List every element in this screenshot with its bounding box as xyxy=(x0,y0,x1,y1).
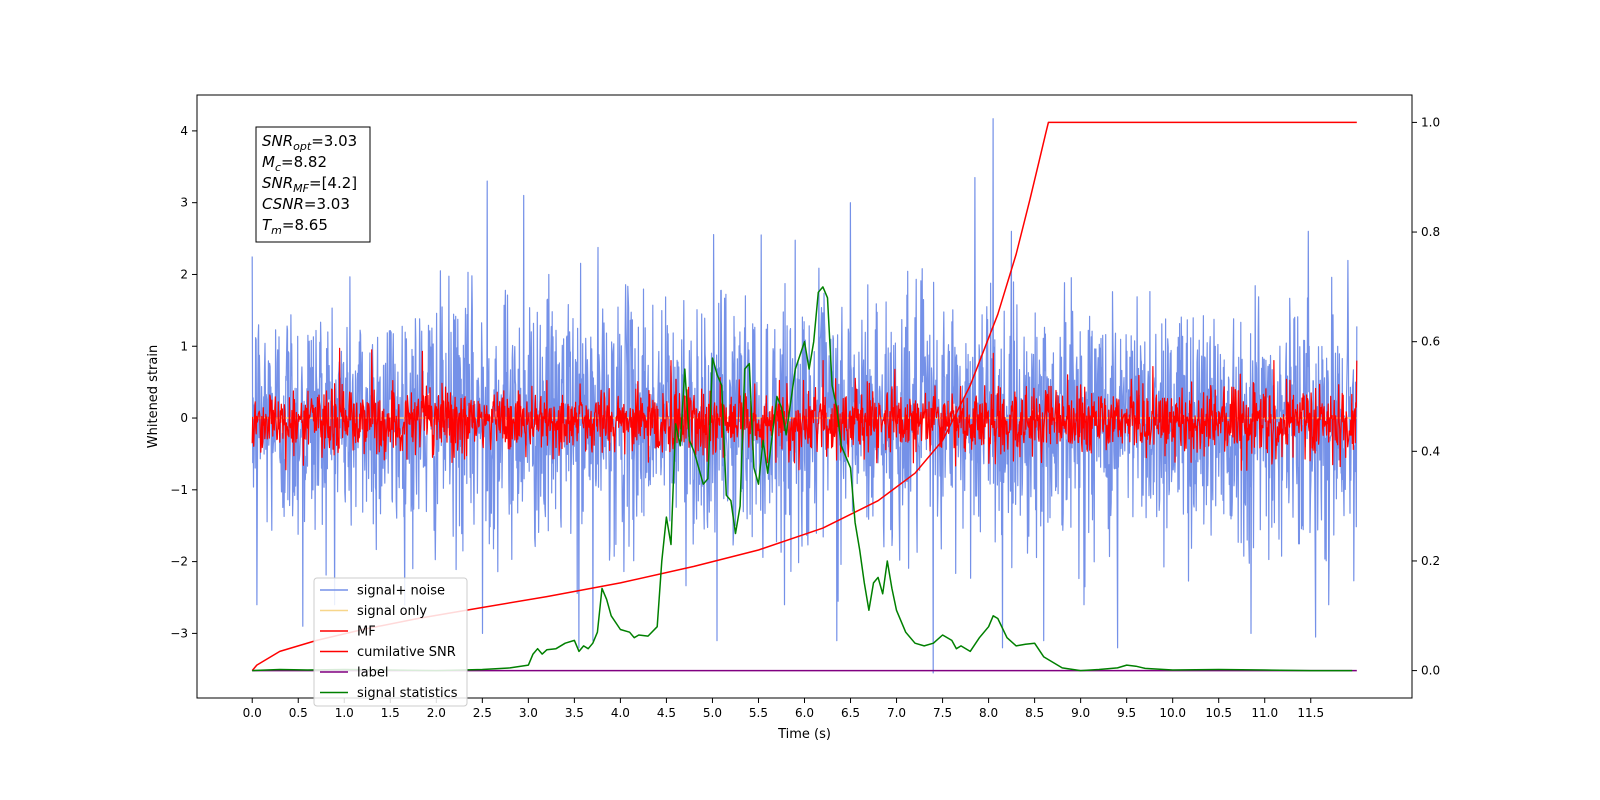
x-tick-label: 0.5 xyxy=(289,706,308,720)
x-tick-label: 5.0 xyxy=(703,706,722,720)
annotation-line: CSNR=3.03 xyxy=(262,195,350,213)
annotation-line: Mc=8.82 xyxy=(262,153,327,174)
legend-label: signal+ noise xyxy=(357,584,445,599)
x-tick-label: 9.0 xyxy=(1071,706,1090,720)
annotation-line: Tm=8.65 xyxy=(262,216,328,237)
x-tick-label: 4.0 xyxy=(611,706,630,720)
legend-label: cumilative SNR xyxy=(357,645,456,660)
y2-tick-label: 1.0 xyxy=(1421,115,1440,129)
legend-label: label xyxy=(357,666,388,681)
x-tick-label: 6.0 xyxy=(795,706,814,720)
legend-label: MF xyxy=(357,625,376,640)
y2-tick-label: 0.2 xyxy=(1421,554,1440,568)
x-tick-label: 8.5 xyxy=(1025,706,1044,720)
legend: signal+ noise signal only MF cumilative SNR… xyxy=(313,577,468,707)
y-tick-label: 2 xyxy=(180,267,188,281)
axes-layer: 0.0 0.5 1.0 1.5 2.0 2.5 3.0 3.5 4.0 4.5 5.0 5.5 6.0 6… xyxy=(170,115,1440,720)
x-tick-label: 7.5 xyxy=(933,706,952,720)
annotation-frame xyxy=(255,126,371,243)
y-axis-label: Whitened strain xyxy=(146,345,161,448)
legend-frame xyxy=(313,577,468,707)
y-tick-label: −2 xyxy=(170,555,188,569)
series-mf xyxy=(251,347,1358,471)
x-tick-label: 9.5 xyxy=(1117,706,1136,720)
legend-label: signal only xyxy=(357,604,427,619)
x-tick-label: 0.0 xyxy=(243,706,262,720)
x-tick-label: 2.0 xyxy=(427,706,446,720)
x-tick-label: 11.0 xyxy=(1251,706,1278,720)
x-tick-label: 1.0 xyxy=(335,706,354,720)
x-tick-label: 7.0 xyxy=(887,706,906,720)
y2-tick-label: 0.8 xyxy=(1421,225,1440,239)
x-tick-label: 10.0 xyxy=(1159,706,1186,720)
legend-label: signal statistics xyxy=(357,686,458,701)
x-tick-label: 10.5 xyxy=(1205,706,1232,720)
series-signal-statistics xyxy=(252,286,1353,672)
x-tick-label: 6.5 xyxy=(841,706,860,720)
x-tick-label: 11.5 xyxy=(1297,706,1324,720)
y-tick-label: 3 xyxy=(180,196,188,210)
x-tick-label: 2.5 xyxy=(473,706,492,720)
x-tick-label: 4.5 xyxy=(657,706,676,720)
y2-tick-label: 0.6 xyxy=(1421,335,1440,349)
y-tick-label: 0 xyxy=(180,411,188,425)
x-tick-label: 5.5 xyxy=(749,706,768,720)
y2-tick-label: 0.0 xyxy=(1421,664,1440,678)
y-tick-label: −3 xyxy=(170,626,188,640)
y-tick-label: 1 xyxy=(180,339,188,353)
y-tick-label: 4 xyxy=(180,124,188,138)
x-tick-label: 8.0 xyxy=(979,706,998,720)
x-tick-label: 1.5 xyxy=(381,706,400,720)
x-axis-label: Time (s) xyxy=(777,727,831,742)
x-tick-label: 3.5 xyxy=(565,706,584,720)
annotation-line: SNRopt=3.03 xyxy=(262,132,357,153)
annotation-line: SNRMF=[4.2] xyxy=(262,174,357,195)
y-tick-label: −1 xyxy=(170,483,188,497)
x-tick-label: 3.0 xyxy=(519,706,538,720)
y2-tick-label: 0.4 xyxy=(1421,444,1440,458)
